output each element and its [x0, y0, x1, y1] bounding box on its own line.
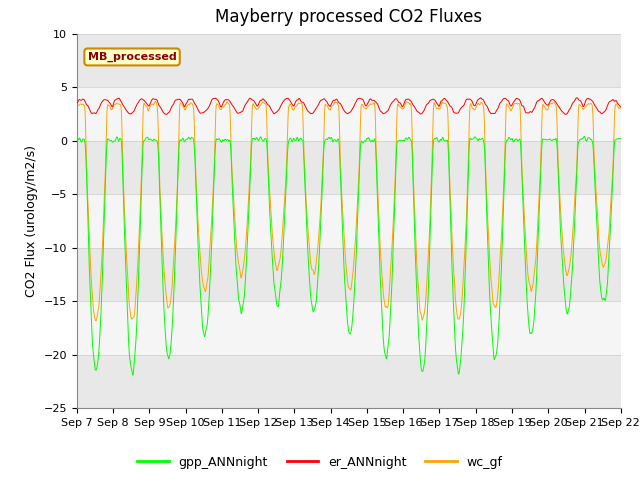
Bar — [77, 34, 621, 87]
Bar — [77, 301, 621, 355]
Text: MB_processed: MB_processed — [88, 52, 177, 62]
Bar — [77, 194, 621, 248]
Bar — [77, 141, 621, 194]
Bar — [77, 355, 621, 408]
Bar — [77, 248, 621, 301]
Title: Mayberry processed CO2 Fluxes: Mayberry processed CO2 Fluxes — [215, 9, 483, 26]
Bar — [77, 87, 621, 141]
Y-axis label: CO2 Flux (urology/m2/s): CO2 Flux (urology/m2/s) — [25, 145, 38, 297]
Legend: gpp_ANNnight, er_ANNnight, wc_gf: gpp_ANNnight, er_ANNnight, wc_gf — [132, 451, 508, 474]
